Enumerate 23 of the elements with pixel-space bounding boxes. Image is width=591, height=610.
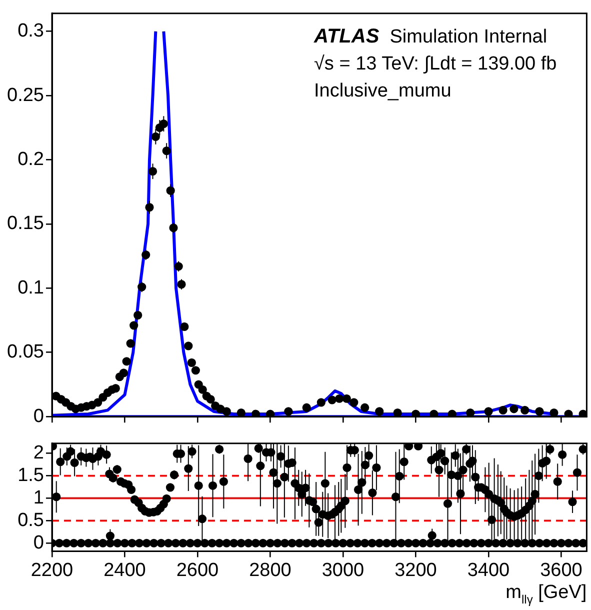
x-tick-label: 2200 (30, 560, 74, 581)
x-tick-label: 2800 (249, 560, 292, 581)
y-tick-label: 0.5 (18, 510, 44, 531)
x-tick-label: 2400 (104, 560, 146, 581)
x-tick-label: 3400 (467, 560, 510, 581)
y-tick-label: 0.1 (18, 277, 44, 298)
y-tick-label: 2 (33, 442, 44, 464)
y-tick-label: 0.05 (7, 342, 44, 363)
y-tick-label: 1 (33, 487, 44, 508)
x-tick-label: 3200 (394, 560, 437, 581)
y-tick-label: 1.5 (18, 464, 44, 486)
y-tick-label: 0.15 (7, 213, 44, 234)
x-tick-label: 2600 (176, 560, 219, 581)
y-tick-label: 0 (33, 406, 44, 427)
annotation: ATLAS Simulation Internal (313, 25, 548, 48)
y-tick-label: 0.3 (18, 20, 44, 42)
y-tick-label: 0.2 (18, 149, 44, 170)
x-tick-label: 3000 (322, 560, 364, 581)
annotation: Inclusive_mumu (314, 80, 452, 102)
y-tick-label: 0.25 (7, 84, 44, 106)
annotation: √s = 13 TeV: ∫Ldt = 139.00 fb (314, 53, 557, 74)
x-tick-label: 3600 (540, 560, 582, 581)
y-tick-label: 0 (33, 532, 44, 554)
